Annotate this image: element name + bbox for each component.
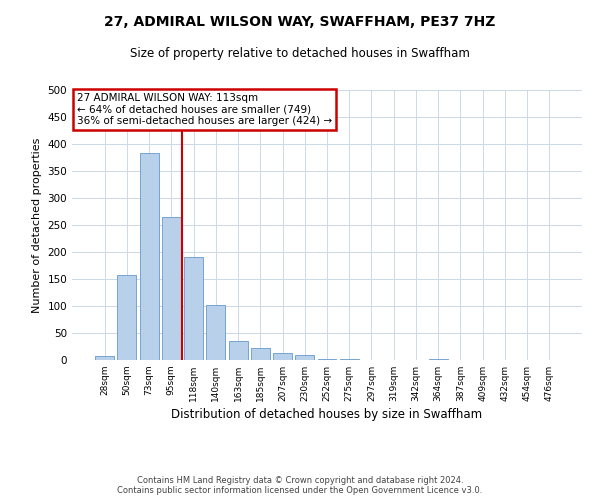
- X-axis label: Distribution of detached houses by size in Swaffham: Distribution of detached houses by size …: [172, 408, 482, 421]
- Bar: [118, 275, 136, 360]
- Bar: [184, 258, 203, 360]
- Bar: [162, 217, 181, 360]
- Bar: [295, 355, 314, 360]
- Text: 27 ADMIRAL WILSON WAY: 113sqm
← 64% of detached houses are smaller (749)
36% of : 27 ADMIRAL WILSON WAY: 113sqm ← 64% of d…: [77, 92, 332, 126]
- Bar: [95, 356, 114, 360]
- Bar: [340, 359, 359, 360]
- Bar: [429, 359, 448, 360]
- Bar: [140, 153, 158, 360]
- Y-axis label: Number of detached properties: Number of detached properties: [32, 138, 42, 312]
- Text: 27, ADMIRAL WILSON WAY, SWAFFHAM, PE37 7HZ: 27, ADMIRAL WILSON WAY, SWAFFHAM, PE37 7…: [104, 15, 496, 29]
- Text: Contains HM Land Registry data © Crown copyright and database right 2024.
Contai: Contains HM Land Registry data © Crown c…: [118, 476, 482, 495]
- Bar: [251, 348, 270, 360]
- Bar: [273, 353, 292, 360]
- Bar: [229, 340, 248, 360]
- Bar: [317, 359, 337, 360]
- Text: Size of property relative to detached houses in Swaffham: Size of property relative to detached ho…: [130, 48, 470, 60]
- Bar: [206, 305, 225, 360]
